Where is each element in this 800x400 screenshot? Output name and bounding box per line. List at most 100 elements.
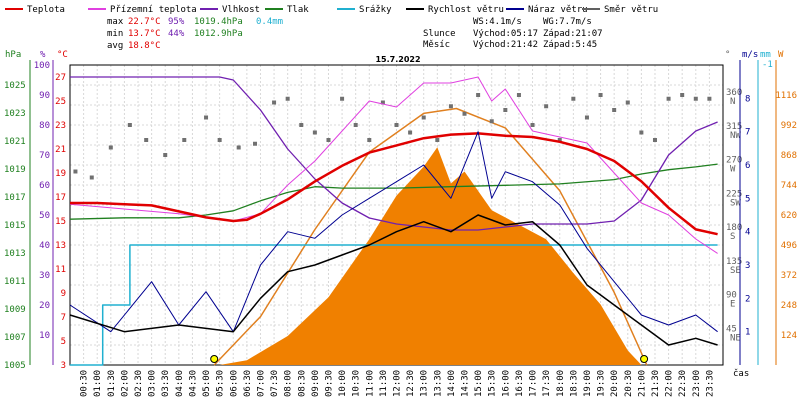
stats-temp: 13.7°C — [128, 29, 161, 39]
wind-direction-point — [108, 145, 113, 150]
tick-pct: 70 — [39, 151, 50, 161]
tick-pct: 40 — [39, 241, 50, 251]
tick-ms: 3 — [745, 261, 750, 271]
wind-direction-point — [557, 138, 562, 142]
tick-dir-deg: 90 — [726, 291, 737, 301]
stats-pressure: 1019.4hPa — [194, 17, 243, 27]
tick-dir-name: NW — [730, 131, 741, 141]
axis-unit-c: °C — [57, 50, 68, 60]
tick-x: 11:00 — [365, 370, 375, 397]
wind-direction-point — [89, 175, 94, 180]
stats-pressure: 1012.9hPa — [194, 29, 243, 39]
tick-x: 22:00 — [665, 370, 675, 397]
tick-c: 23 — [55, 121, 66, 131]
tick-x: 02:00 — [120, 370, 130, 397]
tick-ms: 8 — [745, 94, 750, 104]
tick-x: 15:30 — [488, 370, 498, 397]
wind-direction-point — [394, 123, 399, 127]
sun-label: Slunce — [423, 29, 456, 39]
tick-c: 7 — [61, 313, 66, 323]
wind-direction-point — [127, 123, 132, 127]
tick-c: 9 — [61, 289, 66, 299]
wind-direction-point — [340, 96, 345, 101]
wind-direction-point — [503, 108, 508, 112]
legend-label: Směr větru — [604, 5, 658, 15]
tick-ms: 4 — [745, 228, 750, 238]
tick-x: 10:30 — [352, 370, 362, 397]
wind-direction-point — [652, 138, 657, 142]
tick-dir-deg: 315 — [726, 122, 742, 132]
wind-direction-point — [408, 130, 413, 135]
axis-unit-mm: mm — [760, 50, 771, 60]
solar-theoretical-line — [213, 107, 648, 366]
tick-x: 07:00 — [256, 370, 266, 397]
tick-pct: 50 — [39, 211, 50, 221]
legend-label: Tlak — [287, 5, 309, 15]
wind-direction-point — [448, 104, 453, 109]
tick-c: 21 — [55, 145, 66, 155]
wind-direction-point — [489, 119, 494, 124]
tick-hpa: 1017 — [4, 193, 26, 203]
tick-x: 06:30 — [243, 370, 253, 397]
tick-x: 12:00 — [393, 370, 403, 397]
sunset-marker — [640, 355, 649, 363]
tick-w: 868 — [781, 151, 797, 161]
tick-dir-deg: 360 — [726, 88, 742, 98]
tick-c: 3 — [61, 361, 66, 371]
tick-x: 01:30 — [107, 370, 117, 397]
tick-dir-deg: 270 — [726, 156, 742, 166]
wind-direction-point — [367, 138, 372, 142]
legend-label: Rychlost větru — [428, 5, 504, 15]
tick-hpa: 1013 — [4, 249, 26, 259]
tick-pct: 10 — [39, 331, 50, 341]
tick-x: 03:00 — [148, 370, 158, 397]
tick-x: 12:30 — [406, 370, 416, 397]
tick-x: 04:30 — [188, 370, 198, 397]
tick-x: 23:30 — [705, 370, 715, 397]
tick-w: 496 — [781, 241, 797, 251]
tick-x: 02:30 — [134, 370, 144, 397]
tick-x: 23:00 — [692, 370, 702, 397]
tick-hpa: 1007 — [4, 333, 26, 343]
humidity-line — [70, 76, 718, 231]
tick-x: 13:30 — [433, 370, 443, 397]
tick-x: 15:00 — [474, 370, 484, 397]
tick-w: 620 — [781, 211, 797, 221]
tick-dir-name: N — [730, 97, 735, 107]
wind-direction-point — [312, 130, 317, 135]
tick-c: 25 — [55, 97, 66, 107]
wind-direction-point — [598, 93, 603, 97]
legend-label: Náraz větru — [528, 5, 588, 15]
tick-x: 08:30 — [297, 370, 307, 397]
tick-pct: 90 — [39, 91, 50, 101]
stats-label: avg — [107, 41, 123, 51]
wind-direction-point — [204, 115, 209, 120]
tick-hpa: 1011 — [4, 277, 26, 287]
tick-dir-name: SW — [730, 198, 741, 208]
wind-direction-point — [326, 138, 331, 142]
tick-dir-deg: 45 — [726, 324, 737, 334]
tick-hpa: 1019 — [4, 165, 26, 175]
tick-w: 992 — [781, 121, 797, 131]
tick-ms: 1 — [745, 328, 750, 338]
temperature-line — [70, 132, 718, 236]
tick-x: 00:30 — [80, 370, 90, 397]
stats-label: max — [107, 17, 124, 27]
rain-line — [70, 244, 718, 366]
tick-x: 01:00 — [93, 370, 103, 397]
chart-title: 15.7.2022 — [375, 55, 420, 64]
tick-pct: 80 — [39, 121, 50, 131]
tick-w: 372 — [781, 271, 797, 281]
tick-x: 16:00 — [501, 370, 511, 397]
tick-x: 05:30 — [216, 370, 226, 397]
tick-c: 13 — [55, 241, 66, 251]
tick-x: 03:30 — [161, 370, 171, 397]
tick-x: 07:30 — [270, 370, 280, 397]
tick-w: 248 — [781, 301, 797, 311]
wind-direction-point — [353, 123, 358, 127]
stats-label: min — [107, 29, 123, 39]
tick-w: 744 — [781, 181, 797, 191]
wind-direction-point — [462, 111, 467, 116]
tick-x: 14:00 — [447, 370, 457, 397]
